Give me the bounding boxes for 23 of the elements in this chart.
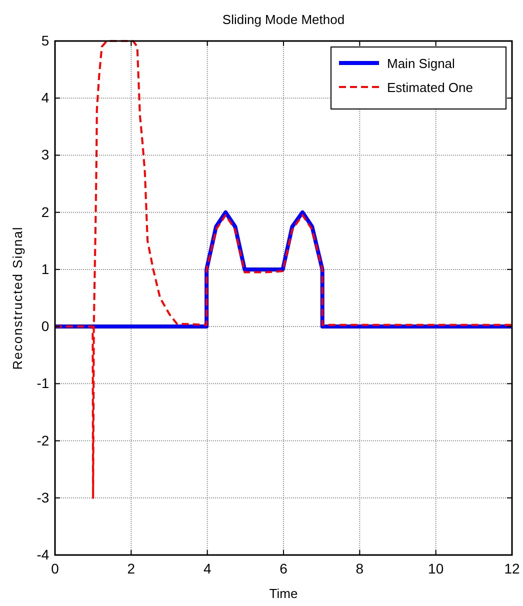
y-tick-label: 0 bbox=[41, 318, 50, 334]
y-tick-label: 1 bbox=[41, 260, 50, 277]
y-tick-label: -4 bbox=[36, 546, 50, 562]
chart-title: Sliding Mode Method bbox=[222, 12, 345, 27]
legend-label: Main Signal bbox=[387, 56, 456, 71]
y-tick-label: 2 bbox=[41, 204, 50, 220]
x-tick-label: 2 bbox=[127, 560, 136, 576]
x-axis-title: Time bbox=[269, 586, 298, 601]
y-tick-label: -3 bbox=[36, 489, 50, 506]
line-series bbox=[54, 40, 513, 499]
y-tick-label: -1 bbox=[36, 375, 50, 392]
x-tick-label: 12 bbox=[504, 560, 520, 576]
y-tick-label: 4 bbox=[41, 90, 50, 106]
y-tick-label: 5 bbox=[41, 32, 50, 48]
y-axis-title: Reconstructed Signal bbox=[10, 226, 25, 370]
x-tick-label: 6 bbox=[280, 560, 288, 576]
x-tick-label: 10 bbox=[428, 560, 444, 576]
y-tick-label: -2 bbox=[36, 432, 50, 448]
x-tick-label: 0 bbox=[51, 560, 60, 576]
x-tick-label: 4 bbox=[203, 560, 212, 576]
x-tick-label: 8 bbox=[356, 560, 364, 576]
y-tick-label: 3 bbox=[41, 146, 50, 163]
legend-label: Estimated One bbox=[387, 80, 473, 95]
